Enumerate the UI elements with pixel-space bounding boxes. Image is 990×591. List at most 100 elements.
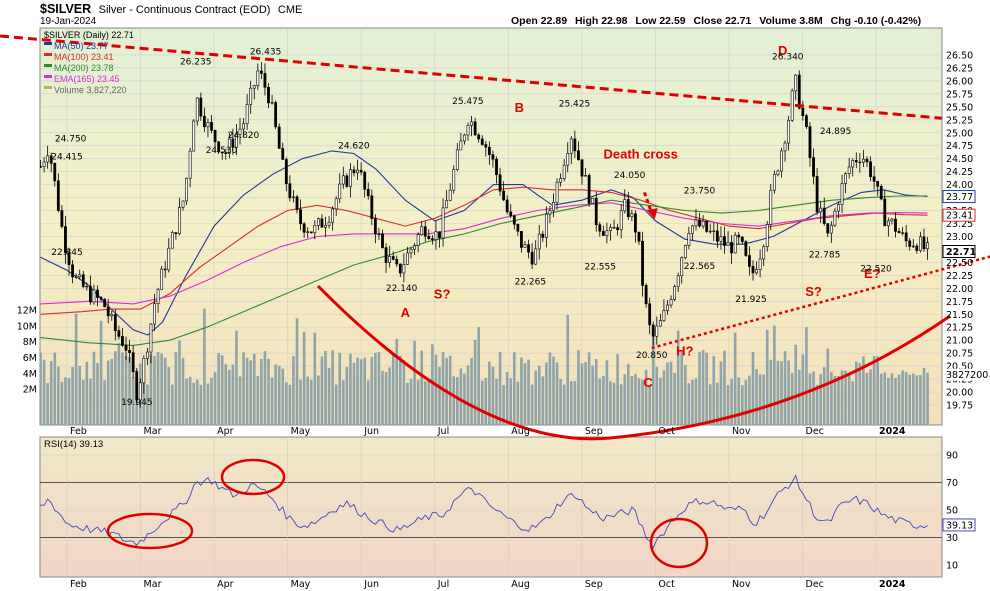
volume-bar [470,357,473,425]
candle-body [719,236,723,242]
volume-bar [352,362,356,425]
candle-body [99,297,103,300]
candle-body [829,224,833,234]
volume-bar [534,370,537,425]
legend-main: $SILVER (Daily) 22.71 [44,30,134,40]
price-label: 25.475 [452,97,484,107]
volume-bar [594,358,598,425]
rsi-overbought-circle [220,458,286,496]
rsi-x-tick-label: Jun [363,579,379,590]
candle-body [281,148,285,160]
volume-bar [666,362,669,425]
x-tick-label: Dec [806,426,824,437]
candle-body [81,274,85,287]
volume-bar [773,325,776,425]
candle-body [381,233,384,248]
volume-bar [890,373,894,425]
candle-body [705,220,709,232]
volume-bar [206,383,210,425]
volume-bar [598,378,602,425]
candle-body [113,314,117,331]
candle-body [267,87,270,104]
volume-bar [128,357,131,425]
volume-bar [808,373,812,425]
price-label: 22.565 [684,262,716,272]
volume-bar [498,352,502,425]
descending-trendline [0,34,943,120]
volume-bar [431,344,434,425]
volume-bar [156,351,160,425]
volume-bar [238,376,242,425]
volume-bar [71,366,74,425]
candle-body [210,122,213,131]
volume-bar [726,385,730,425]
volume-bar [42,359,46,425]
candle-body [487,146,491,155]
volume-bar [602,375,605,425]
candle-body [163,268,167,271]
candle-body [438,231,441,239]
x-tick-label: May [291,426,311,437]
candle-body [195,97,199,122]
volume-bar [644,369,648,425]
volume-bar [862,356,865,425]
ohlc-readout: Open 22.89 High 22.98 Low 22.59 Close 22… [511,15,921,27]
rsi-x-tick-label: Mar [144,579,162,590]
volume-bar [520,357,523,425]
candle-body [145,351,149,359]
volume-bar [299,379,302,425]
volume-bar [488,361,491,425]
candle-body [156,289,160,304]
candle-body [797,74,801,109]
candle-body [915,245,919,251]
volume-bar [57,366,60,425]
volume-bar [908,374,912,425]
candle-body [409,248,413,254]
candle-body [769,189,773,225]
death-cross-arrowhead [646,208,658,220]
volume-bar [783,351,787,425]
y-tick-label: 24.75 [946,141,973,152]
candle-body [377,233,381,235]
candle-body [284,159,288,185]
candle-body [687,233,691,246]
candle-body [901,232,904,234]
candle-body [562,164,566,179]
volume-bar [844,370,847,425]
volume-bar [270,377,274,425]
volume-bar [801,354,805,425]
rsi-x-tick-label: Nov [732,579,751,590]
volume-bar [263,351,267,425]
volume-bar [919,374,922,425]
annotation-label: A [401,305,411,320]
volume-bar [349,353,352,425]
candle-body [801,107,805,116]
candle-body [220,151,224,154]
volume-bar [559,379,562,425]
volume-bar [188,376,192,425]
volume-bar [456,377,459,425]
volume-bar [584,361,587,425]
ma50-line [40,150,928,336]
y-tick-label: 24.50 [946,154,973,165]
candle-body [110,314,114,317]
candle-body [238,128,242,135]
candle-body [473,121,477,136]
annotation-label: S? [805,284,822,299]
candle-body [121,336,124,346]
candle-body [42,161,46,167]
volume-bar [388,367,391,425]
volume-bar [277,365,281,425]
axes: 26.50 26.25 26.00 25.75 25.50 25.25 25.00 24.75… [17,50,989,590]
volume-value-text: 3827200 [946,370,988,381]
volume-bar [730,378,733,425]
volume-bar [370,356,374,425]
candle-body [623,199,627,212]
volume-bar [630,375,634,425]
axis-value-tag [942,208,976,222]
candle-body [598,224,602,232]
legend: $SILVER (Daily) 22.71 MA(50) 23.77 MA(10… [44,30,134,95]
y-tick-label: 19.75 [946,401,973,412]
volume-bar [78,365,82,425]
candle-body [762,246,766,260]
